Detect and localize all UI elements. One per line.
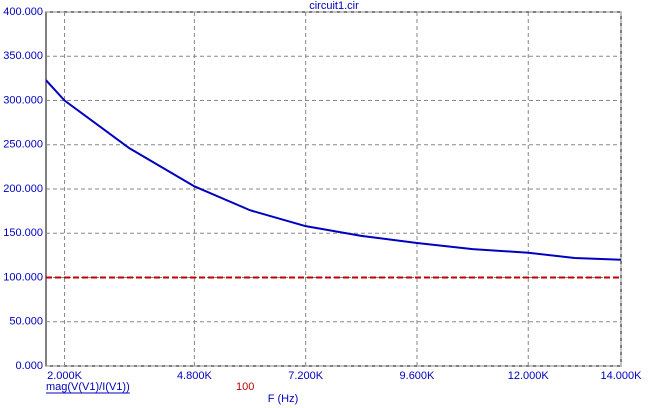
y-tick-label: 350.000 [3,50,43,62]
y-tick-label: 0.000 [15,360,43,372]
x-tick-label: 2.000K [47,370,83,382]
y-tick-label: 250.000 [3,139,43,151]
legend-entry: mag(V(V1)/I(V1)) [46,381,130,393]
legend-entry: 100 [236,381,254,393]
y-tick-label: 100.000 [3,271,43,283]
y-tick-label: 150.000 [3,227,43,239]
x-tick-label: 9.600K [400,370,436,382]
y-tick-label: 300.000 [3,94,43,106]
x-tick-label: 12.000K [508,370,550,382]
data-line [45,79,622,261]
x-tick-label: 7.200K [288,370,324,382]
y-tick-label: 400.000 [3,6,43,18]
chart-title: circuit1.cir [309,0,359,12]
x-tick-label: 4.800K [177,370,213,382]
x-tick-label: 14.000K [601,370,643,382]
x-axis-label: F (Hz) [268,393,299,405]
y-tick-label: 200.000 [3,183,43,195]
y-tick-label: 50.000 [9,316,43,328]
